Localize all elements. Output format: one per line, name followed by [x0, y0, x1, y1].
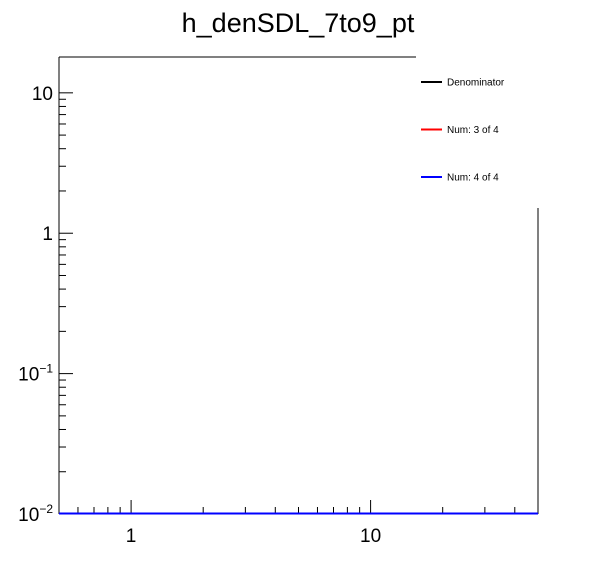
y-tick-label: 10 [32, 84, 53, 105]
legend: Denominator Num: 3 of 4 Num: 4 of 4 [416, 56, 540, 208]
legend-label-2: Num: 3 of 4 [447, 125, 499, 136]
x-tick-label: 1 [126, 526, 137, 547]
chart-title: h_denSDL_7to9_pt [182, 8, 415, 38]
legend-label-1: Denominator [447, 78, 505, 89]
legend-label-3: Num: 4 of 4 [447, 173, 499, 184]
y-tick-label: 1 [42, 224, 53, 245]
y-tick-label: 10−2 [18, 502, 53, 526]
x-tick-label: 10 [360, 526, 381, 547]
y-tick-label: 10−1 [18, 362, 53, 386]
